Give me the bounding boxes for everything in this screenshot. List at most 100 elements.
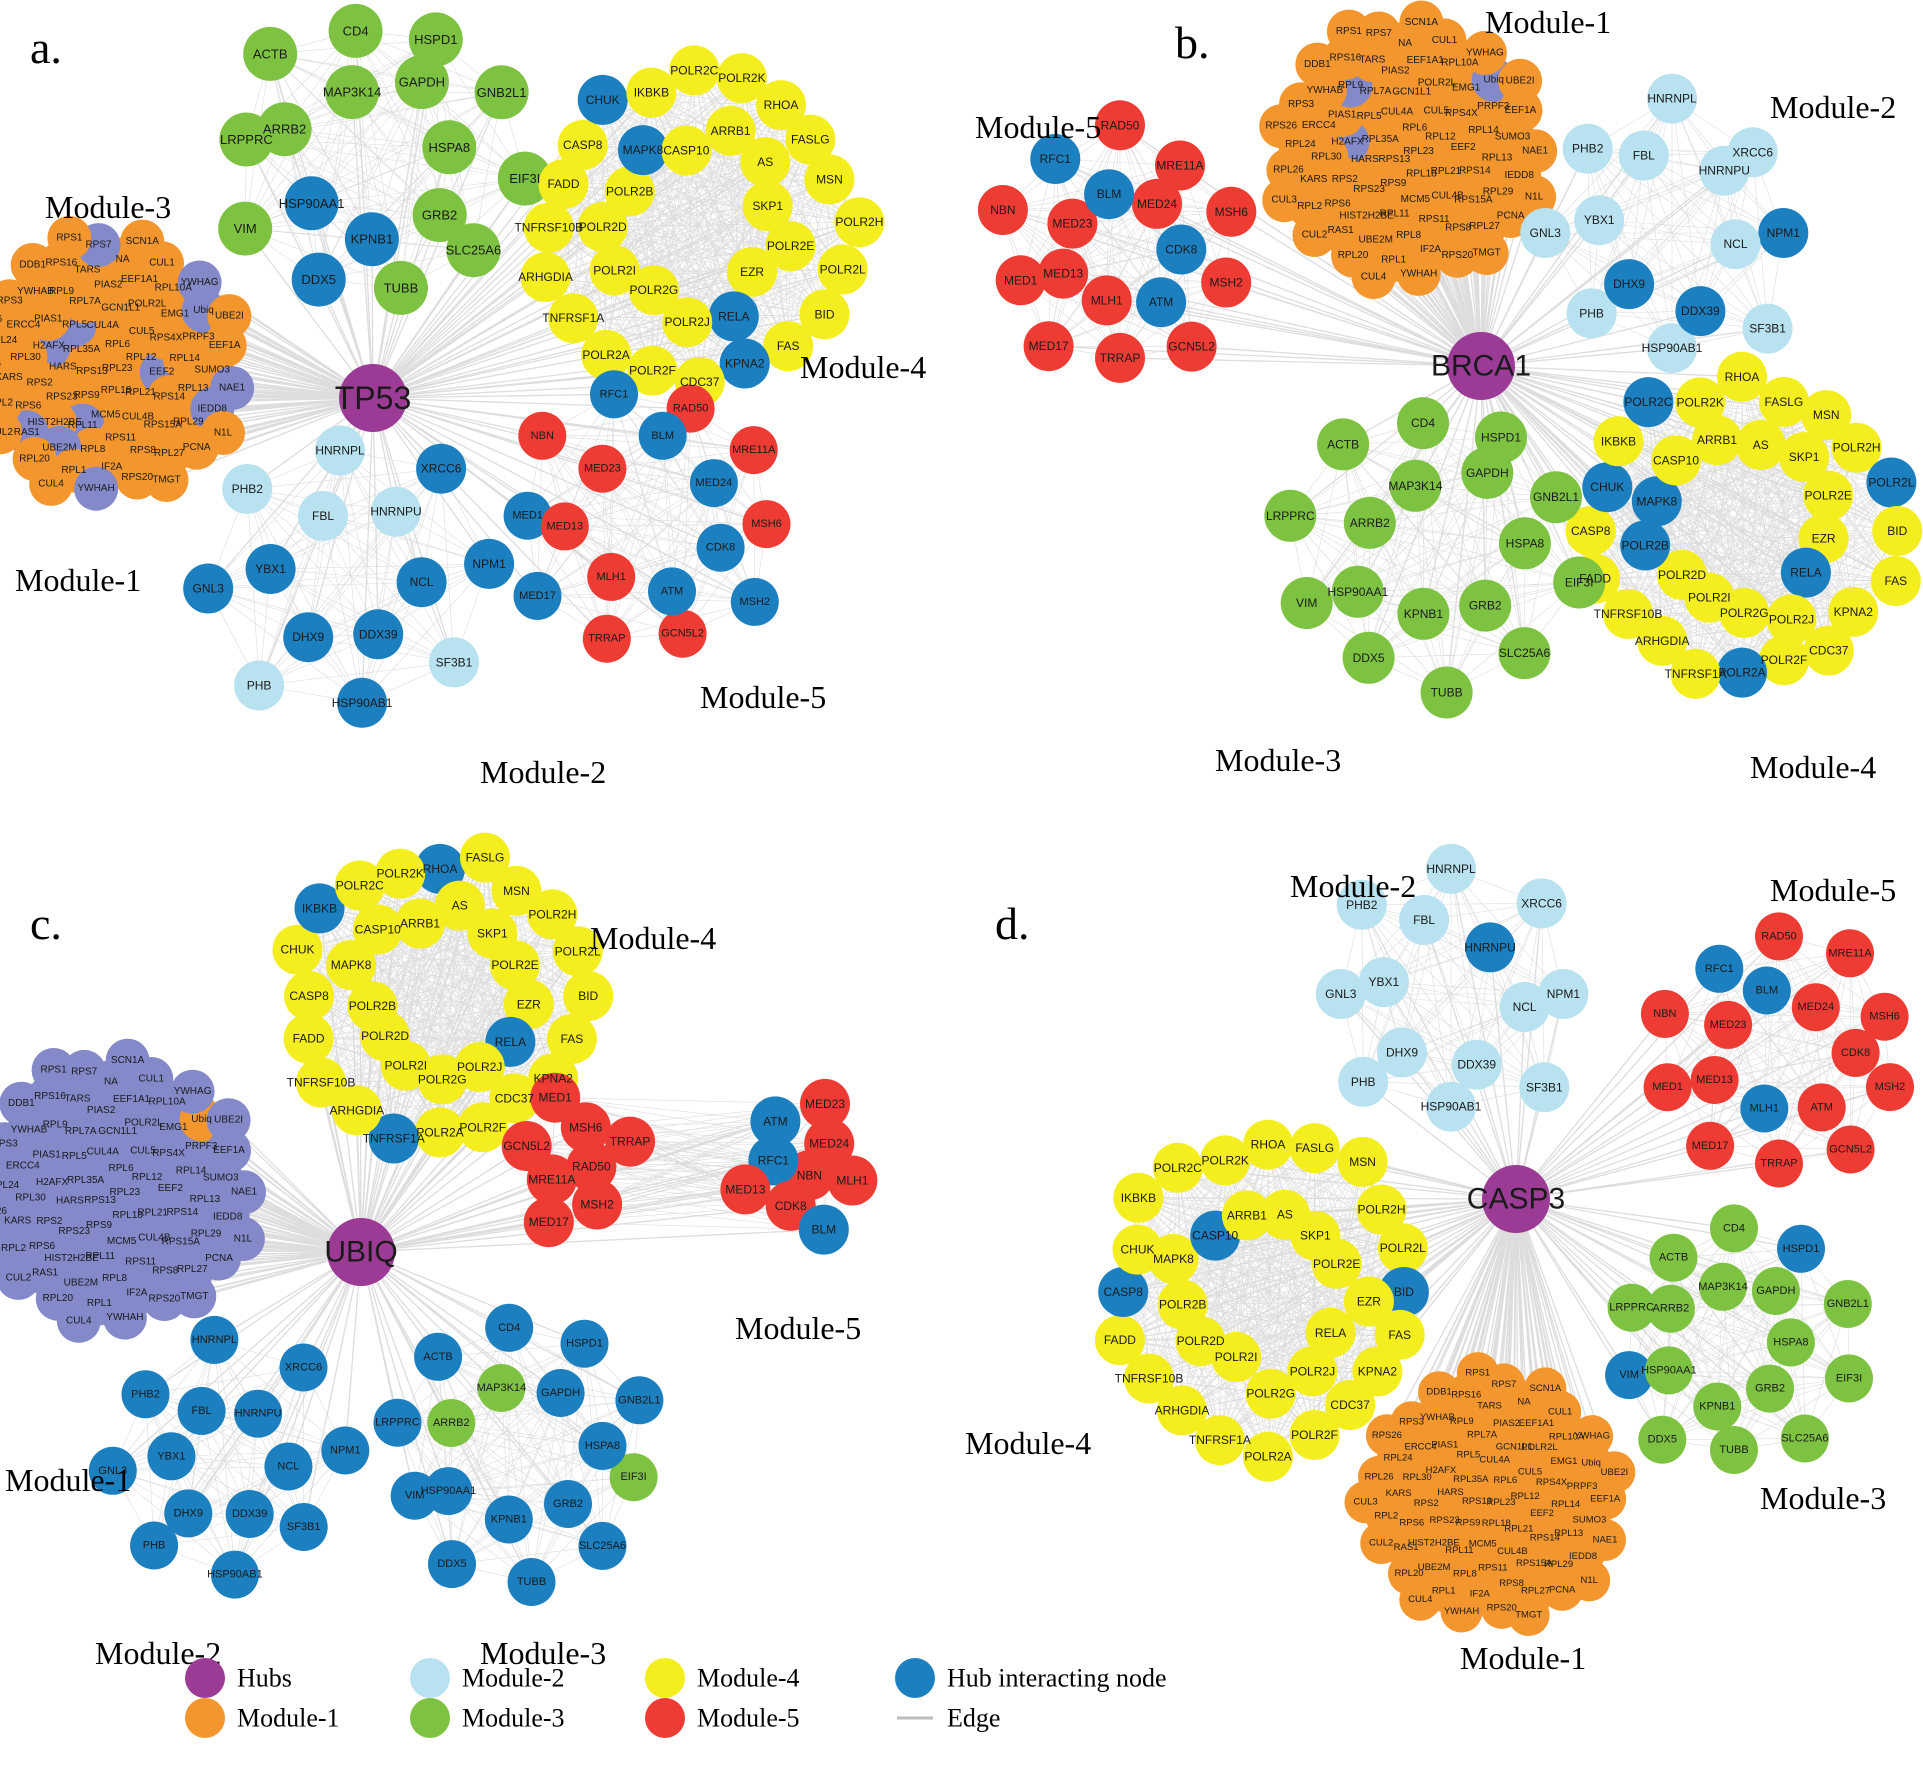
svg-text:YWHAG: YWHAG [181,277,219,288]
svg-text:POLR2B: POLR2B [1159,1298,1206,1312]
svg-text:CUL1: CUL1 [1548,1406,1572,1417]
svg-text:KPNA2: KPNA2 [1358,1365,1398,1379]
svg-text:RPL6: RPL6 [1493,1475,1517,1486]
svg-text:Ubiq: Ubiq [191,1114,212,1125]
svg-text:RPL10A: RPL10A [148,1097,186,1108]
svg-text:CUL2: CUL2 [1302,230,1328,241]
svg-text:POLR2A: POLR2A [1244,1450,1291,1464]
svg-text:RPL2: RPL2 [0,398,13,409]
svg-text:NBN: NBN [1653,1008,1676,1020]
svg-text:IKBKB: IKBKB [1121,1191,1156,1205]
svg-text:RPS13: RPS13 [1462,1496,1492,1507]
svg-text:POLR2D: POLR2D [579,220,627,234]
svg-text:FAS: FAS [777,339,800,353]
svg-text:HSPA8: HSPA8 [428,140,470,155]
svg-text:YWHAG: YWHAG [174,1086,212,1097]
svg-text:FASLG: FASLG [1765,395,1804,409]
svg-text:MAP3K14: MAP3K14 [323,85,382,100]
svg-text:RPL27: RPL27 [1469,221,1500,232]
svg-text:RPS23: RPS23 [1430,1515,1460,1526]
svg-text:RPL6: RPL6 [105,339,130,350]
svg-text:FASLG: FASLG [1295,1141,1334,1155]
svg-text:HIST2H2BE: HIST2H2BE [44,1253,99,1264]
svg-text:SKP1: SKP1 [1300,1229,1331,1243]
svg-text:CUL1: CUL1 [1432,35,1458,46]
svg-text:Module-5: Module-5 [700,679,826,715]
svg-text:RELA: RELA [718,309,749,323]
svg-text:VIM: VIM [1619,1369,1639,1381]
svg-text:Module-1: Module-1 [1485,4,1611,40]
svg-text:CASP10: CASP10 [1192,1229,1238,1243]
svg-text:POLR2D: POLR2D [1177,1334,1225,1348]
svg-text:PCNA: PCNA [205,1253,233,1264]
svg-text:RPL24: RPL24 [0,335,18,346]
svg-text:IKBKB: IKBKB [302,901,337,915]
svg-text:DHX9: DHX9 [1386,1045,1418,1059]
svg-text:ARRB1: ARRB1 [711,124,751,138]
svg-text:CUL4B: CUL4B [1497,1546,1528,1557]
svg-text:SLC25A6: SLC25A6 [579,1540,626,1552]
svg-text:YWHAB: YWHAB [17,286,54,297]
svg-text:MED24: MED24 [1137,197,1177,211]
svg-text:EEF1A: EEF1A [1590,1493,1621,1504]
svg-text:CUL4A: CUL4A [87,320,120,331]
svg-text:RPL35A: RPL35A [1453,1474,1489,1485]
svg-text:a.: a. [30,22,62,73]
svg-text:RPL20: RPL20 [19,454,50,465]
svg-text:RPS6: RPS6 [15,401,42,412]
svg-text:HSP90AA1: HSP90AA1 [279,196,345,211]
svg-text:MAP3K14: MAP3K14 [477,1382,527,1394]
svg-text:HSP90AB1: HSP90AB1 [1642,341,1703,355]
svg-text:AS: AS [1753,438,1769,452]
svg-text:KPNA2: KPNA2 [1834,605,1874,619]
svg-text:SCN1A: SCN1A [111,1055,145,1066]
svg-text:NCL: NCL [410,575,434,589]
svg-text:Module-4: Module-4 [697,1664,800,1693]
svg-text:RPL13: RPL13 [1482,153,1513,164]
svg-text:TNFRSF10B: TNFRSF10B [1594,607,1663,621]
svg-text:RPS23: RPS23 [58,1226,90,1237]
svg-text:MED17: MED17 [529,1215,569,1229]
svg-text:UBIQ: UBIQ [324,1236,397,1269]
svg-text:PHB2: PHB2 [131,1388,160,1400]
svg-text:CDK8: CDK8 [1165,243,1197,257]
svg-text:HNRNPL: HNRNPL [1426,862,1476,876]
svg-text:GRB2: GRB2 [1469,599,1502,613]
svg-text:BLM: BLM [811,1223,836,1237]
svg-text:GCN5L2: GCN5L2 [1168,340,1215,354]
svg-text:RPL5: RPL5 [1357,111,1382,122]
svg-text:Module-1: Module-1 [237,1704,340,1733]
svg-text:POLR2D: POLR2D [361,1029,409,1043]
svg-text:ATM: ATM [763,1114,787,1128]
svg-text:POLR2J: POLR2J [1290,1364,1335,1378]
svg-text:POLR2E: POLR2E [1313,1257,1360,1271]
svg-text:CUL4A: CUL4A [1479,1455,1510,1466]
svg-text:Module-5: Module-5 [697,1704,800,1733]
svg-text:Module-4: Module-4 [1750,749,1876,785]
svg-text:RPS20: RPS20 [121,472,153,483]
svg-text:Module-3: Module-3 [1215,742,1341,778]
svg-text:YBX1: YBX1 [157,1450,185,1462]
svg-text:BLM: BLM [1097,187,1122,201]
svg-text:XRCC6: XRCC6 [1521,896,1562,910]
svg-text:YBX1: YBX1 [1369,975,1400,989]
svg-text:BID: BID [1394,1285,1414,1299]
svg-text:RAD50: RAD50 [673,403,708,415]
svg-text:CUL1: CUL1 [149,258,175,269]
svg-text:HNRNPU: HNRNPU [235,1408,282,1420]
svg-text:RPL29: RPL29 [173,416,204,427]
svg-text:KPNB1: KPNB1 [1699,1401,1735,1413]
svg-text:RPS23: RPS23 [46,392,78,403]
svg-text:CUL4: CUL4 [1361,272,1387,283]
svg-text:SF3B1: SF3B1 [287,1521,321,1533]
svg-text:RPS20: RPS20 [149,1294,181,1305]
svg-text:MSN: MSN [816,172,843,186]
svg-text:GNB2L1: GNB2L1 [1533,490,1579,504]
svg-text:SKP1: SKP1 [477,927,508,941]
svg-text:CDK8: CDK8 [706,542,735,554]
svg-text:YWHAH: YWHAH [77,483,114,494]
svg-text:TMGT: TMGT [152,475,180,486]
svg-text:POLR2C: POLR2C [1154,1161,1202,1175]
svg-text:POLR2E: POLR2E [767,239,814,253]
svg-text:ACTB: ACTB [1659,1252,1688,1264]
